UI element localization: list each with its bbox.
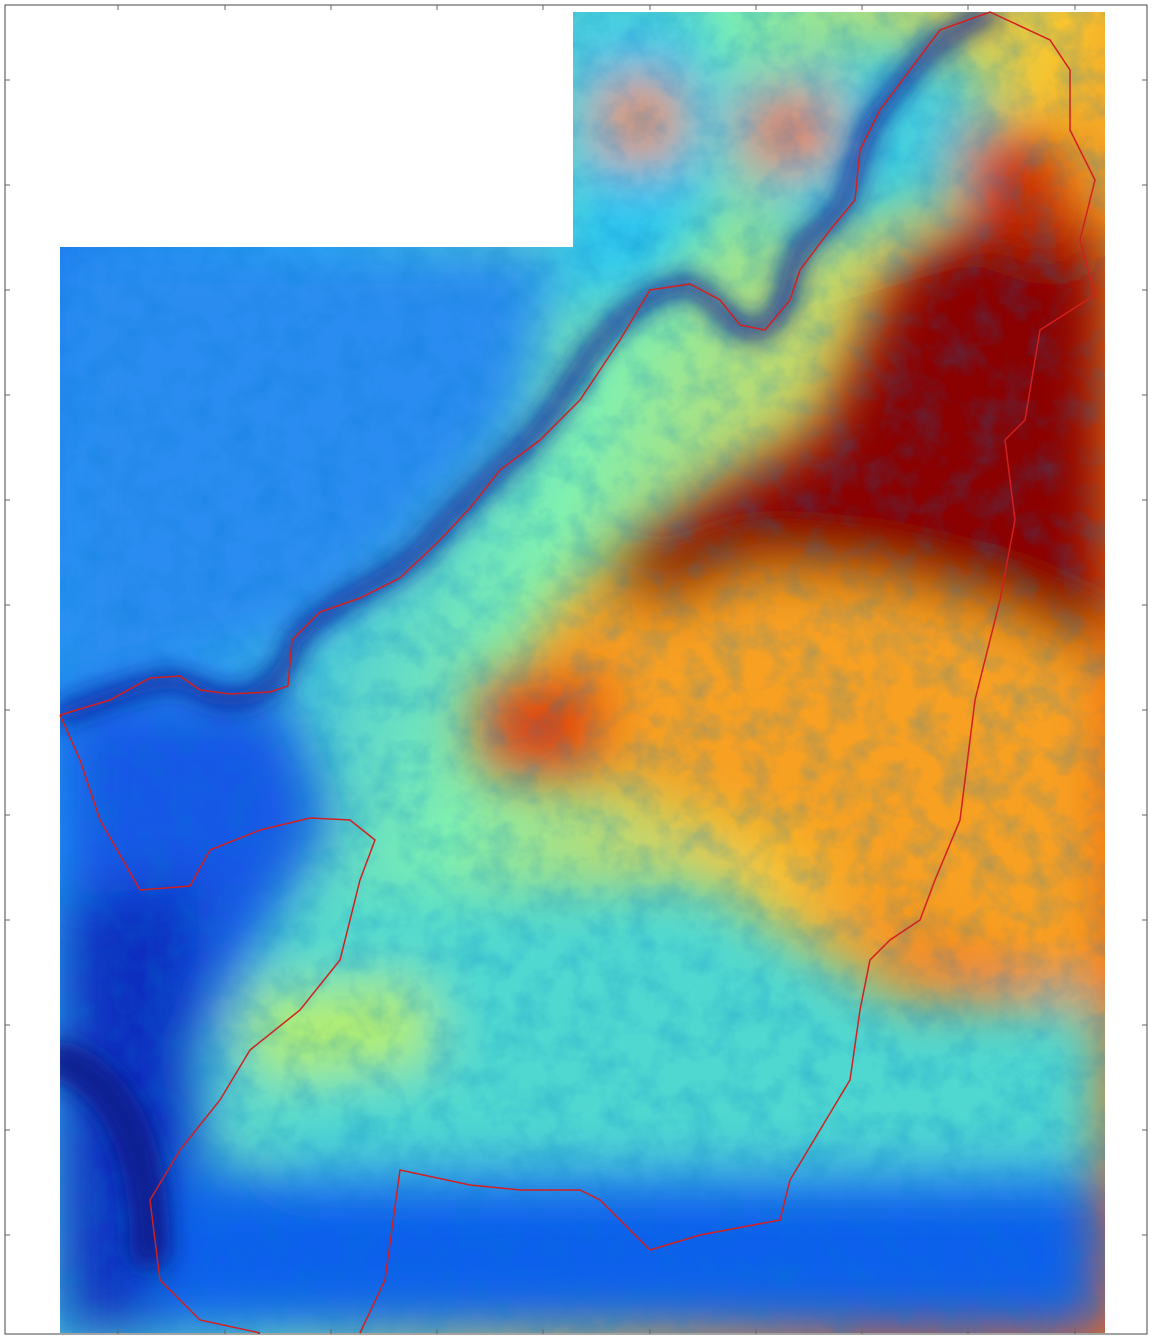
frame-ticks xyxy=(5,5,1147,1334)
map-frame xyxy=(4,4,1148,1335)
boundary-lines xyxy=(59,11,1096,1334)
